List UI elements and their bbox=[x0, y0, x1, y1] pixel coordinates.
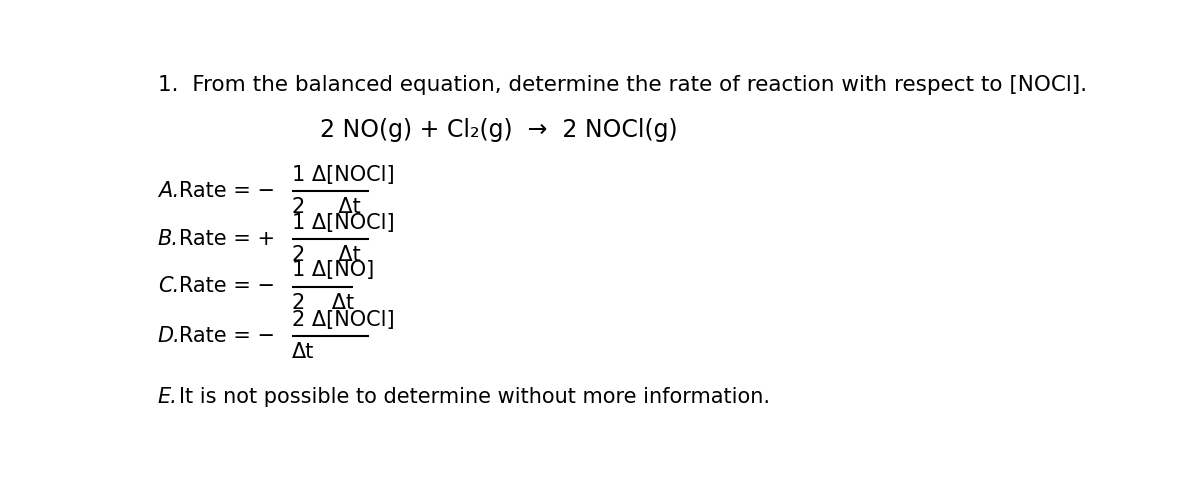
Text: A.: A. bbox=[157, 181, 179, 201]
Text: 1 Δ[NOCl]: 1 Δ[NOCl] bbox=[292, 212, 395, 232]
Text: 1.  From the balanced equation, determine the rate of reaction with respect to [: 1. From the balanced equation, determine… bbox=[157, 75, 1087, 95]
Text: Δt: Δt bbox=[292, 342, 314, 362]
Text: C.: C. bbox=[157, 277, 179, 297]
Text: 1 Δ[NOCl]: 1 Δ[NOCl] bbox=[292, 165, 395, 185]
Text: It is not possible to determine without more information.: It is not possible to determine without … bbox=[180, 387, 770, 407]
Text: Rate = −: Rate = − bbox=[180, 181, 276, 201]
Text: B.: B. bbox=[157, 229, 179, 249]
Text: 2     Δt: 2 Δt bbox=[292, 197, 360, 217]
Text: E.: E. bbox=[157, 387, 178, 407]
Text: 2     Δt: 2 Δt bbox=[292, 245, 360, 265]
Text: Rate = −: Rate = − bbox=[180, 277, 276, 297]
Text: D.: D. bbox=[157, 326, 180, 346]
Text: Rate = +: Rate = + bbox=[180, 229, 276, 249]
Text: 2    Δt: 2 Δt bbox=[292, 293, 354, 313]
Text: 2 NO(g) + Cl₂(g)  →  2 NOCl(g): 2 NO(g) + Cl₂(g) → 2 NOCl(g) bbox=[320, 118, 678, 142]
Text: Rate = −: Rate = − bbox=[180, 326, 276, 346]
Text: 1 Δ[NO]: 1 Δ[NO] bbox=[292, 261, 374, 281]
Text: 2 Δ[NOCl]: 2 Δ[NOCl] bbox=[292, 310, 395, 330]
